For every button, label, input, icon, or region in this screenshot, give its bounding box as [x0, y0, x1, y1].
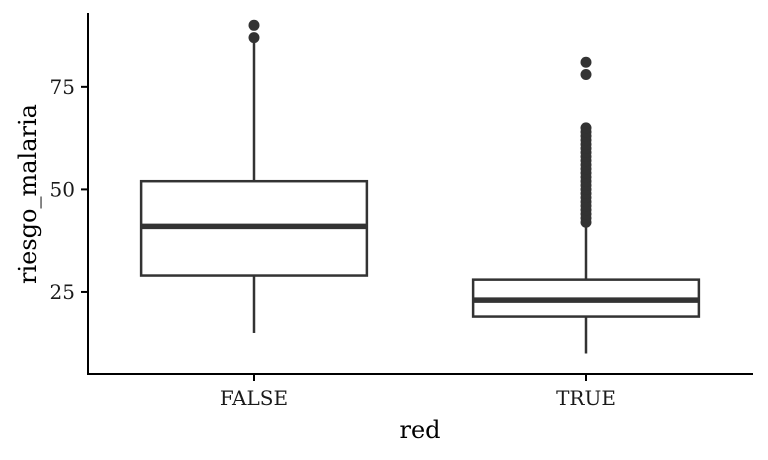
x-axis-title: red [399, 416, 440, 444]
outlier-point [580, 56, 592, 68]
outlier-point [248, 19, 260, 31]
box-false [139, 19, 369, 333]
y-axis-title: riesgo_malaria [14, 104, 42, 284]
y-axis-ticks: 25 50 75 [50, 75, 88, 304]
x-tick-label: TRUE [556, 386, 616, 410]
y-tick-label: 50 [50, 177, 75, 201]
outlier-point [580, 122, 592, 134]
box-true [471, 56, 701, 354]
x-axis-ticks: FALSE TRUE [220, 374, 616, 410]
outlier-point [248, 32, 260, 44]
plot-area [139, 19, 701, 354]
outlier-point [580, 69, 592, 81]
y-tick-label: 25 [50, 280, 75, 304]
x-tick-label: FALSE [220, 386, 288, 410]
y-tick-label: 75 [50, 75, 75, 99]
